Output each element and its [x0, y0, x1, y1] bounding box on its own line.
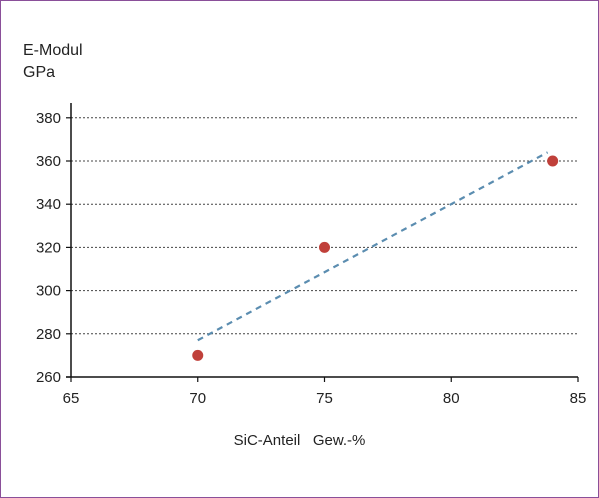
tick-labels: 260 280 300 320 340 360 380 65 70 75 80 85 [36, 110, 586, 407]
y-tick-label-260: 260 [36, 369, 61, 386]
y-axis-label-unit: GPa [23, 64, 56, 81]
x-tick-label-70: 70 [189, 390, 206, 407]
x-tick-label-85: 85 [570, 390, 587, 407]
y-tick-label-340: 340 [36, 196, 61, 213]
x-tick-label-65: 65 [63, 390, 80, 407]
x-tick-label-80: 80 [443, 390, 460, 407]
y-tick-label-360: 360 [36, 153, 61, 170]
x-tick-label-75: 75 [316, 390, 333, 407]
x-axis-label: SiC-Anteil Gew.-% [233, 432, 366, 449]
data-point-2 [319, 241, 330, 253]
trendline [197, 151, 549, 342]
y-tick-label-300: 300 [36, 283, 61, 300]
y-axis-label-name: E-Modul [23, 42, 83, 59]
data-point-3 [547, 155, 559, 167]
trendline-layer [197, 151, 549, 342]
y-tick-label-280: 280 [36, 326, 61, 343]
data-point-1 [192, 349, 204, 361]
grid-lines [71, 117, 578, 335]
y-tick-label-320: 320 [36, 239, 61, 256]
axes [66, 103, 579, 382]
data-points [192, 155, 559, 361]
y-tick-label-380: 380 [36, 110, 61, 127]
